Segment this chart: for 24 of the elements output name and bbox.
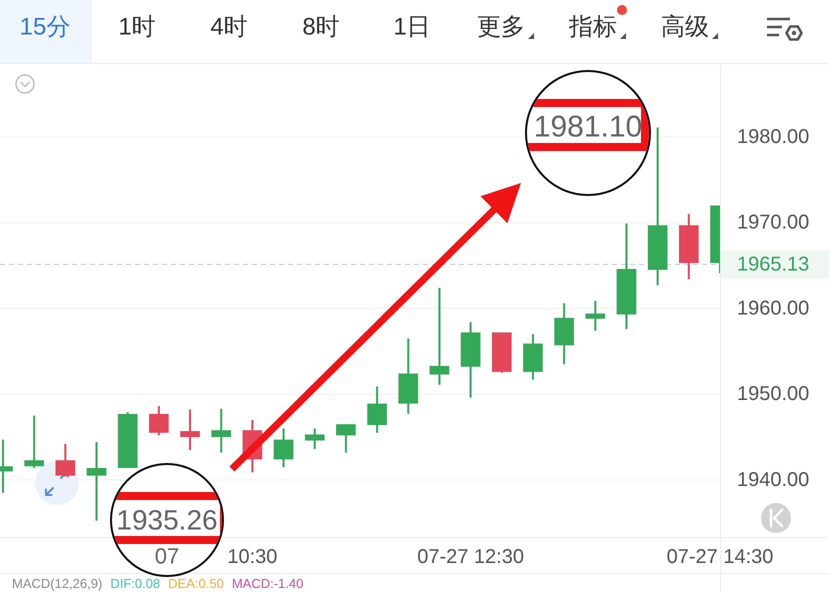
text: 15分	[20, 14, 70, 40]
y-tick-label: 1950.00	[737, 383, 810, 406]
text: 高级	[661, 14, 709, 40]
text: MACD:-1.40	[232, 576, 304, 591]
text: 07	[154, 544, 180, 568]
text: 1时	[118, 14, 156, 40]
x-tick-label: 07-27 12:30	[417, 546, 524, 568]
text: 8时	[302, 14, 340, 40]
y-tick-label: 1940.00	[737, 468, 810, 491]
y-tick-label: 1980.00	[737, 126, 810, 148]
ref-line-label: 1965.13	[737, 253, 810, 276]
y-tick-label: 1960.00	[737, 297, 810, 320]
text: 更多	[477, 14, 525, 40]
text: MACD(12,26,9)	[12, 576, 102, 591]
text: 指标	[568, 14, 617, 40]
x-tick-label: 10:30	[227, 546, 278, 568]
text: 1日	[393, 14, 431, 40]
y-tick-label: 1970.00	[737, 212, 810, 234]
text: DEA:0.50	[168, 576, 224, 591]
annotation: 1935.26	[116, 504, 218, 536]
annotation: 1981.10	[534, 110, 642, 144]
x-tick-label: 07-27 14:30	[666, 546, 774, 568]
text: DIF:0.08	[110, 576, 160, 591]
text: 4时	[210, 14, 248, 40]
